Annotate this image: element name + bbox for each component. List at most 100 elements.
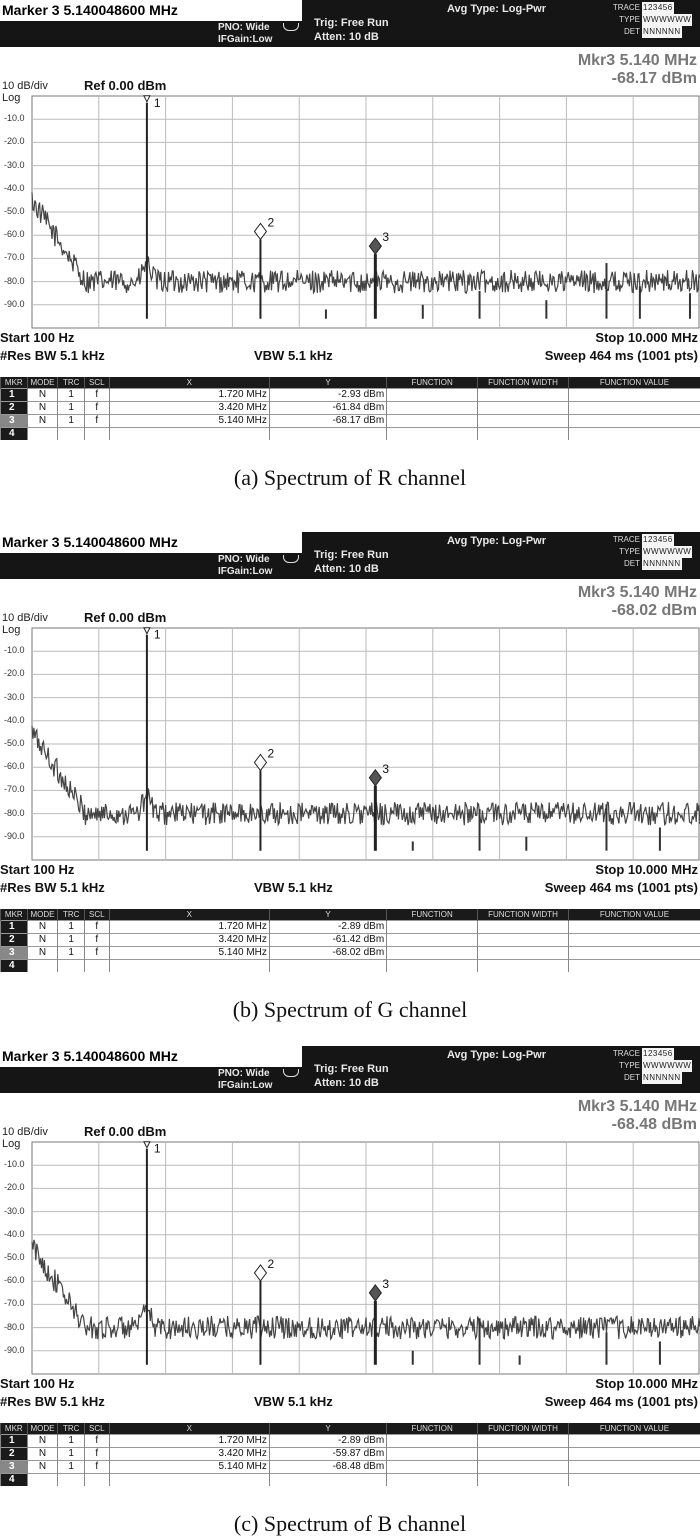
cell-y xyxy=(268,427,387,440)
cell-scl: f xyxy=(83,933,110,947)
cell-y xyxy=(268,1473,387,1486)
y-tick-label: -10.0 xyxy=(4,1159,25,1170)
cell-function-empty xyxy=(477,920,569,934)
trigger-label: Trig: Free Run xyxy=(314,549,389,561)
table-header-cell: MKR xyxy=(0,1423,28,1435)
cell-mode: N xyxy=(26,933,58,947)
cell-mode: N xyxy=(26,1447,58,1461)
trace-value: 123456 xyxy=(642,2,674,14)
trace-label: TRACE xyxy=(612,535,640,544)
y-tick-label: -50.0 xyxy=(4,206,25,216)
cell-mode: N xyxy=(26,920,58,934)
table-row[interactable]: 2 N 1 f 3.420 MHz -61.42 dBm xyxy=(0,933,700,947)
marker-number-label: 3 xyxy=(382,1277,389,1291)
cell-scl xyxy=(83,427,110,440)
table-header-cell: FUNCTION xyxy=(386,377,478,389)
table-row[interactable]: 3 N 1 f 5.140 MHz -68.48 dBm xyxy=(0,1460,700,1474)
figure-caption: (b) Spectrum of G channel xyxy=(232,997,468,1022)
table-header-cell: MODE xyxy=(26,909,58,921)
table-header-cell: MODE xyxy=(26,377,58,389)
start-frequency-label: Start 100 Hz xyxy=(0,1376,75,1391)
y-tick-label: -40.0 xyxy=(4,182,25,193)
spectrum-plot[interactable]: 1 2 3 xyxy=(0,92,700,332)
noise-trace xyxy=(31,192,700,295)
type-label: TYPE xyxy=(619,15,640,24)
table-header-cell: Y xyxy=(268,1423,387,1435)
table-row[interactable]: 1 N 1 f 1.720 MHz -2.89 dBm xyxy=(0,1434,700,1448)
spectrum-plot[interactable]: 1 2 3 xyxy=(0,624,700,864)
cell-trc: 1 xyxy=(57,946,85,960)
y-tick-label: -60.0 xyxy=(4,229,25,240)
table-row[interactable]: 3 N 1 f 5.140 MHz -68.17 dBm xyxy=(0,414,700,428)
cell-y: -68.17 dBm xyxy=(268,414,387,428)
analyzer-header-bar: Marker 3 5.140048600 MHz PNO: Wide IFGai… xyxy=(0,532,700,579)
marker-3-active-icon xyxy=(368,1284,382,1302)
type-label: TYPE xyxy=(619,547,640,556)
table-header-cell: Y xyxy=(268,377,387,389)
table-row[interactable]: 2 N 1 f 3.420 MHz -59.87 dBm xyxy=(0,1447,700,1461)
marker-title[interactable]: Marker 3 5.140048600 MHz xyxy=(0,1046,302,1067)
table-row[interactable]: 1 N 1 f 1.720 MHz -2.93 dBm xyxy=(0,388,700,402)
cell-trc: 1 xyxy=(57,920,85,934)
cell-scl: f xyxy=(83,414,110,428)
ifgain-label: IFGain:Low xyxy=(218,34,273,45)
table-row[interactable]: 3 N 1 f 5.140 MHz -68.02 dBm xyxy=(0,946,700,960)
marker-table-body: 1 N 1 f 1.720 MHz -2.93 dBm 2 N 1 f 3.420 MHz -61.8… xyxy=(0,388,700,440)
cell-function-empty xyxy=(567,1460,700,1474)
cell-y: -61.42 dBm xyxy=(268,933,387,947)
cell-x xyxy=(108,959,270,972)
y-tick-label: -90.0 xyxy=(4,1344,25,1355)
cell-trc: 1 xyxy=(57,401,85,415)
table-row[interactable]: 4 xyxy=(0,1473,700,1486)
cell-y: -2.93 dBm xyxy=(268,388,387,402)
trace-value: 123456 xyxy=(642,534,674,546)
reference-level-label: Ref 0.00 dBm xyxy=(84,1124,167,1139)
cell-n: 4 xyxy=(0,959,28,972)
table-row[interactable]: 1 N 1 f 1.720 MHz -2.89 dBm xyxy=(0,920,700,934)
table-row[interactable]: 2 N 1 f 3.420 MHz -61.84 dBm xyxy=(0,401,700,415)
marker-title[interactable]: Marker 3 5.140048600 MHz xyxy=(0,532,302,553)
cell-mode: N xyxy=(26,1460,58,1474)
cell-x: 1.720 MHz xyxy=(108,1434,270,1448)
cell-function-empty xyxy=(386,1434,478,1448)
sweep-label: Sweep 464 ms (1001 pts) xyxy=(544,880,698,895)
trigger-label: Trig: Free Run xyxy=(314,1063,389,1075)
cell-n: 4 xyxy=(0,1473,28,1486)
cell-scl: f xyxy=(83,401,110,415)
y-tick-label: -50.0 xyxy=(4,1252,25,1262)
det-label: DET xyxy=(624,1073,640,1082)
marker-readout-frequency: Mkr3 5.140 MHz xyxy=(577,52,697,69)
atten-label: Atten: 10 dB xyxy=(314,1077,379,1089)
cell-function-empty xyxy=(567,946,700,960)
cell-x: 3.420 MHz xyxy=(108,1447,270,1461)
table-row[interactable]: 4 xyxy=(0,959,700,972)
table-row[interactable]: 4 xyxy=(0,427,700,440)
marker-number-label: 2 xyxy=(267,746,274,760)
marker-table-header: MKR MODE TRC SCL X Y FUNCTION FUNCTION WIDTH FUN… xyxy=(0,909,700,921)
stop-frequency-label: Stop 10.000 MHz xyxy=(595,1376,698,1391)
cell-trc: 1 xyxy=(57,1434,85,1448)
cell-mode: N xyxy=(26,388,58,402)
table-header-cell: Y xyxy=(268,909,387,921)
cell-n: 3 xyxy=(0,946,28,960)
cell-function-empty xyxy=(567,401,700,415)
marker-readout-level: -68.48 dBm xyxy=(611,1116,697,1133)
y-tick-label: -90.0 xyxy=(4,830,25,841)
table-header-cell: FUNCTION VALUE xyxy=(567,1423,700,1435)
y-tick-label: -80.0 xyxy=(4,1321,25,1332)
marker-readout-level: -68.17 dBm xyxy=(611,70,697,87)
res-bw-label: #Res BW 5.1 kHz xyxy=(0,880,105,895)
cell-function-empty xyxy=(567,1473,700,1486)
marker-table-body: 1 N 1 f 1.720 MHz -2.89 dBm 2 N 1 f 3.420 MHz -59.8… xyxy=(0,1434,700,1486)
log-label: Log xyxy=(2,92,21,104)
marker-title[interactable]: Marker 3 5.140048600 MHz xyxy=(0,0,302,21)
marker-1-icon xyxy=(143,627,151,635)
marker-number-label: 1 xyxy=(154,96,161,110)
y-tick-label: -10.0 xyxy=(4,645,25,656)
spectrum-plot[interactable]: 1 2 3 xyxy=(0,1138,700,1378)
cell-mode: N xyxy=(26,946,58,960)
start-frequency-label: Start 100 Hz xyxy=(0,330,75,345)
cell-function-empty xyxy=(477,1434,569,1448)
marker-number-label: 1 xyxy=(154,1142,161,1156)
marker-readout-level: -68.02 dBm xyxy=(611,602,697,619)
